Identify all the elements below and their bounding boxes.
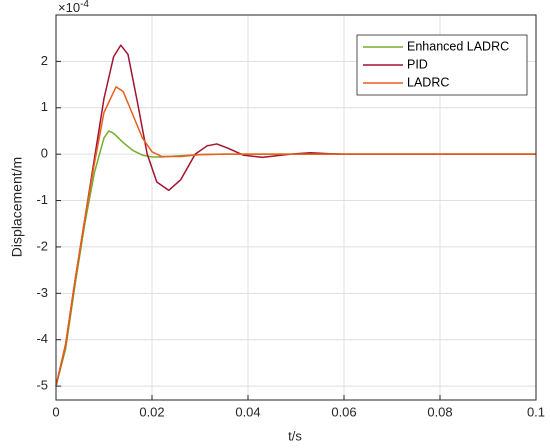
x-axis-label: t/s [288,428,302,443]
exponent-power: -4 [80,0,89,10]
y-exponent: ×10-4 [58,0,89,15]
y-tick-label: -5 [36,378,48,393]
legend-label: Enhanced LADRC [407,39,509,53]
x-tick-label: 0.08 [427,404,452,419]
legend-label: LADRC [407,75,449,89]
y-tick-label: 0 [41,146,48,161]
x-tick-label: 0.04 [235,404,260,419]
y-tick-label: 2 [41,53,48,68]
y-axis-label: Displacement/m [9,157,25,257]
series-line [55,86,536,387]
exponent-base: ×10 [58,0,80,15]
x-tick-label: 0.02 [139,404,164,419]
x-tick-label: 0 [52,404,59,419]
axes-box [55,14,537,401]
legend-label: PID [407,57,428,71]
x-tick-label: 0.1 [527,404,545,419]
series-line [55,44,536,387]
y-tick-label: -3 [36,285,48,300]
y-tick-label: -2 [36,238,48,253]
y-tick-label: -4 [36,331,48,346]
legend-box [356,34,528,96]
x-tick-label: 0.06 [331,404,356,419]
y-tick-label: -1 [36,192,48,207]
y-tick-label: 1 [41,99,48,114]
